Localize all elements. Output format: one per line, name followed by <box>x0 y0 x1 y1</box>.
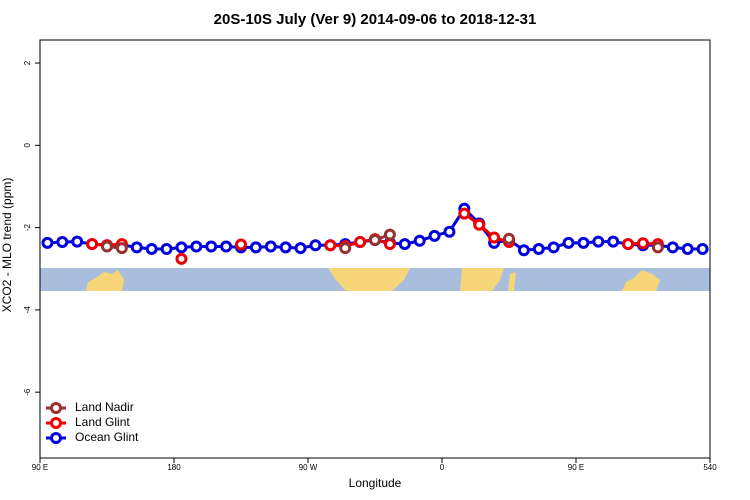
data-point <box>145 243 158 255</box>
x-tick-label: 90 E <box>32 463 48 472</box>
data-point <box>205 240 218 253</box>
data-point <box>458 207 471 220</box>
data-point <box>443 225 456 238</box>
x-tick-label: 0 <box>440 463 445 472</box>
x-tick-label: 180 <box>167 463 181 472</box>
data-point <box>175 252 188 265</box>
data-point <box>428 229 441 242</box>
data-point <box>666 241 679 254</box>
y-tick-label: -2 <box>23 224 32 232</box>
plot-frame <box>39 39 711 459</box>
y-tick-label: -4 <box>23 306 32 314</box>
data-point <box>503 232 515 245</box>
data-point <box>86 238 99 251</box>
data-point <box>696 243 709 255</box>
data-point <box>547 241 560 254</box>
data-point <box>681 243 694 255</box>
x-tick-label: 90 E <box>568 463 584 472</box>
data-point <box>413 234 426 247</box>
data-point <box>249 241 262 254</box>
data-point <box>279 241 292 254</box>
data-point <box>622 238 635 251</box>
data-point <box>294 242 307 255</box>
data-point <box>369 233 381 246</box>
data-point <box>101 240 113 253</box>
data-point <box>160 243 173 255</box>
data-point <box>354 236 367 249</box>
data-point <box>383 228 396 241</box>
data-point <box>473 218 486 231</box>
legend-label: Land Glint <box>75 415 130 429</box>
legend-marker <box>50 417 62 429</box>
data-point <box>115 242 128 255</box>
data-point <box>324 239 337 252</box>
x-axis-label: Longitude <box>349 476 402 490</box>
data-point <box>488 231 501 244</box>
data-point <box>130 241 143 254</box>
data-point <box>577 236 590 249</box>
data-point <box>220 240 233 253</box>
data-point <box>309 239 322 252</box>
data-point <box>637 237 649 250</box>
data-point <box>339 242 352 255</box>
legend-label: Ocean Glint <box>75 430 139 444</box>
data-point <box>56 236 69 249</box>
data-point <box>532 243 545 255</box>
data-point <box>592 235 605 248</box>
x-tick-label: 90 W <box>299 463 318 472</box>
data-point <box>235 238 247 251</box>
data-point <box>398 238 411 251</box>
y-tick-label: -6 <box>23 388 32 396</box>
data-point <box>71 235 84 248</box>
data-point <box>383 238 396 251</box>
x-tick-label: 540 <box>703 463 717 472</box>
data-point <box>651 241 664 254</box>
data-point <box>175 241 188 254</box>
data-point <box>607 235 620 248</box>
data-point <box>517 244 530 257</box>
y-tick-label: 0 <box>23 143 32 148</box>
map-strip <box>40 268 710 291</box>
y-tick-label: 2 <box>23 60 32 65</box>
data-point <box>264 240 277 253</box>
data-point <box>562 236 575 249</box>
chart-title: 20S-10S July (Ver 9) 2014-09-06 to 2018-… <box>214 11 537 28</box>
legend-marker <box>50 432 62 444</box>
data-point <box>41 236 54 249</box>
legend-marker <box>50 402 62 414</box>
data-point <box>190 240 203 253</box>
y-axis-label: XCO2 - MLO trend (ppm) <box>0 178 14 313</box>
legend-label: Land Nadir <box>75 400 134 414</box>
